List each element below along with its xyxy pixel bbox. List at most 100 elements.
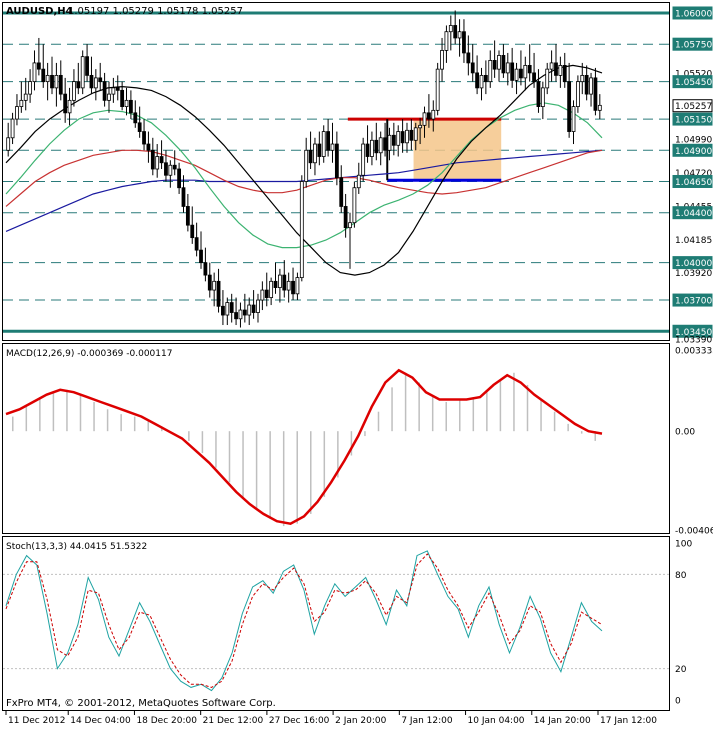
candle-body: [405, 129, 409, 144]
candle-body: [299, 181, 304, 278]
candle-body: [185, 206, 190, 226]
candle-body: [32, 62, 37, 83]
time-tick-label: 21 Dec 12:00: [203, 716, 264, 726]
candle-body: [168, 164, 173, 176]
candle-body: [181, 187, 186, 207]
price-tick-label: 1.05450: [675, 78, 712, 88]
price-tick-label: 1.04000: [675, 259, 712, 269]
time-tick-label: 27 Dec 16:00: [269, 716, 330, 726]
price-tick-label: 1.03700: [675, 297, 712, 307]
candle-body: [128, 99, 133, 114]
candle-body: [501, 55, 506, 74]
candle-body: [519, 68, 523, 79]
candle-body: [488, 60, 493, 83]
candle-body: [457, 31, 462, 39]
candle-body: [85, 56, 89, 76]
candle-body: [431, 109, 436, 120]
candle-body: [558, 65, 563, 76]
candle-body: [50, 74, 54, 89]
candle-body: [107, 93, 111, 101]
macd-tick-label: -0.00406: [675, 527, 713, 537]
candle-body: [89, 74, 94, 89]
candle-body: [321, 131, 326, 157]
macd-tick-label: 0.00: [675, 428, 695, 438]
candle-body: [479, 74, 484, 89]
candle-body: [339, 177, 344, 207]
candle-body: [203, 262, 208, 276]
candle-body: [330, 143, 335, 151]
stoch-tick-label: 0: [675, 697, 681, 707]
candle-body: [286, 280, 291, 291]
price-label-box: [672, 293, 713, 307]
candle-body: [510, 62, 515, 81]
candle-body: [492, 60, 497, 70]
candle-body: [41, 68, 46, 83]
price-tick-label: 1.04720: [675, 169, 712, 179]
candle-body: [343, 206, 348, 229]
candle-body: [523, 65, 528, 79]
candle-body: [260, 289, 265, 301]
time-tick-label: 11 Dec 2012: [8, 716, 66, 726]
candle-body: [370, 139, 374, 157]
candle-body: [361, 143, 366, 176]
candle-body: [387, 134, 392, 151]
price-panel-frame: [2, 2, 670, 341]
candle-body: [448, 25, 453, 33]
candle-body: [142, 131, 146, 145]
candle-body: [190, 224, 195, 239]
candle-body: [251, 304, 256, 313]
candle-body: [137, 122, 142, 132]
candle-body: [396, 131, 401, 146]
price-label-box: [672, 112, 713, 126]
candle-body: [554, 62, 558, 76]
candle-body: [19, 99, 24, 107]
candle-body: [264, 289, 269, 298]
candle-body: [462, 31, 466, 54]
candle-body: [334, 143, 339, 179]
price-tick-label: 1.04400: [675, 209, 712, 219]
candle-body: [207, 274, 212, 291]
price-label-box: [672, 174, 713, 188]
price-tick-label: 1.05150: [675, 116, 712, 126]
range-box-fill: [413, 119, 502, 181]
macd-tick-label: 0.003335: [675, 347, 713, 357]
candle-body: [313, 143, 317, 164]
ma-long-line: [5, 149, 603, 232]
candle-body: [120, 89, 125, 107]
candle-body: [6, 137, 11, 151]
candle-body: [589, 77, 593, 95]
candle-body: [177, 168, 182, 189]
candle-body: [23, 93, 28, 101]
time-tick-label: 17 Jan 12:00: [600, 716, 657, 726]
price-tick-label: 1.03920: [675, 269, 712, 279]
candle-body: [413, 127, 418, 141]
candle-body: [422, 112, 427, 126]
candle-body: [234, 312, 238, 320]
ma-slow-line: [5, 149, 603, 207]
candle-body: [146, 143, 151, 151]
candle-body: [133, 112, 138, 124]
price-label-box: [672, 143, 713, 157]
price-label-box: [672, 37, 713, 51]
candle-body: [326, 131, 331, 151]
candle-body: [571, 106, 576, 132]
stoch-signal-line: [5, 553, 603, 688]
price-tick-label: 1.04650: [675, 178, 712, 188]
candle-body: [164, 162, 168, 176]
candle-body: [356, 174, 361, 189]
candle-body: [575, 81, 580, 107]
stoch-tick-label: 20: [675, 665, 687, 675]
price-tick-label: 1.05257: [675, 102, 712, 112]
price-label-box: [672, 6, 713, 20]
candle-body: [567, 81, 572, 132]
candle-body: [440, 50, 444, 70]
candle-body: [76, 81, 81, 89]
candle-body: [54, 74, 59, 89]
candle-body: [225, 302, 230, 316]
candle-body: [63, 93, 68, 114]
support-resistance-levels: [3, 11, 669, 333]
ma-mid-line: [5, 102, 603, 249]
candle-body: [435, 68, 440, 111]
candle-body: [562, 65, 567, 83]
